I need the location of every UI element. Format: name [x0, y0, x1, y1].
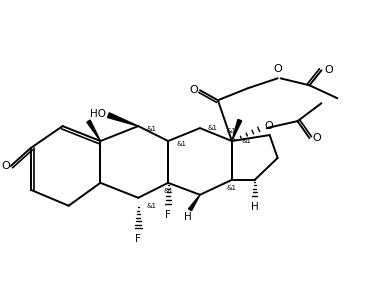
Text: O: O [190, 85, 198, 95]
Text: O: O [265, 121, 274, 131]
Text: &1: &1 [208, 125, 218, 131]
Text: &1: &1 [176, 141, 186, 147]
Text: O: O [273, 64, 282, 74]
Text: O: O [325, 65, 333, 75]
Polygon shape [189, 195, 200, 211]
Text: O: O [312, 133, 321, 143]
Text: F: F [165, 210, 171, 220]
Text: O: O [2, 161, 10, 171]
Text: &1: &1 [146, 203, 156, 209]
Polygon shape [232, 119, 241, 141]
Text: &1: &1 [242, 138, 252, 144]
Text: H: H [251, 202, 259, 212]
Polygon shape [87, 120, 100, 141]
Polygon shape [107, 113, 138, 126]
Text: &1: &1 [146, 126, 156, 132]
Text: HO: HO [91, 109, 106, 119]
Text: &1: &1 [163, 188, 173, 194]
Text: &1: &1 [227, 128, 237, 134]
Text: F: F [135, 234, 141, 243]
Text: H: H [184, 212, 192, 222]
Text: &1: &1 [227, 185, 237, 191]
